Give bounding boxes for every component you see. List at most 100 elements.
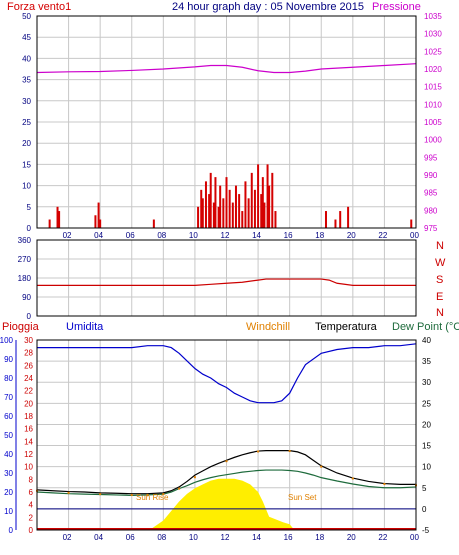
humidity-tick-label: 40 bbox=[4, 450, 13, 459]
humidity-tick-label: 20 bbox=[4, 488, 13, 497]
wind-speed-bar bbox=[99, 219, 102, 228]
humidity-tick-label: 100 bbox=[0, 336, 14, 345]
wind-speed-tick-label: 20 bbox=[22, 139, 31, 148]
temp-panel-x-tick-label: 16 bbox=[284, 533, 293, 542]
rain-tick-label: 28 bbox=[24, 349, 33, 358]
wind-speed-tick-label: 25 bbox=[22, 118, 31, 127]
temp-panel-x-tick-label: 08 bbox=[157, 533, 166, 542]
humidity-line bbox=[37, 343, 417, 404]
wind-speed-tick-label: 30 bbox=[22, 97, 31, 106]
wind-speed-tick-label: 15 bbox=[22, 160, 31, 169]
wind-panel-x-tick-label: 12 bbox=[221, 231, 230, 240]
temp-panel-x-tick-label: 14 bbox=[252, 533, 261, 542]
wind-speed-bar bbox=[334, 219, 337, 228]
windchill-point bbox=[193, 476, 196, 479]
wind-panel-x-tick-label: 20 bbox=[347, 231, 356, 240]
pressure-tick-label: 990 bbox=[424, 171, 438, 180]
humidity-tick-label: 0 bbox=[9, 526, 14, 535]
temperature-tick-label: 25 bbox=[422, 399, 431, 408]
wind-speed-bar bbox=[48, 219, 51, 228]
wind-speed-bar bbox=[324, 211, 327, 228]
bar-layer bbox=[48, 164, 413, 228]
temp-panel-x-tick-label: 22 bbox=[378, 533, 387, 542]
wind-dir-letter-4: N bbox=[436, 307, 444, 319]
sunrise-label: Sun Rise bbox=[136, 493, 169, 502]
grid-layer bbox=[37, 15, 417, 531]
wind-speed-bar bbox=[250, 172, 253, 228]
rain-tick-label: 20 bbox=[24, 399, 33, 408]
wind-speed-bar bbox=[197, 206, 200, 228]
direction-tick-label: 0 bbox=[27, 312, 32, 321]
windchill-point bbox=[288, 450, 291, 453]
wind-panel-x-tick-label: 04 bbox=[94, 231, 103, 240]
temperature-tick-label: 15 bbox=[422, 442, 431, 451]
rain-legend: Pioggia bbox=[2, 321, 40, 333]
wind-panel-x-tick-label: 16 bbox=[284, 231, 293, 240]
temperature-tick-label: -5 bbox=[422, 526, 430, 535]
pressure-tick-label: 1030 bbox=[424, 30, 442, 39]
rain-tick-label: 30 bbox=[24, 336, 33, 345]
windchill-point bbox=[178, 487, 181, 490]
pressure-line bbox=[36, 63, 417, 74]
temperature-tick-label: 40 bbox=[422, 336, 431, 345]
rain-tick-label: 24 bbox=[24, 374, 33, 383]
wind-speed-tick-label: 5 bbox=[27, 203, 32, 212]
temperature-line bbox=[36, 450, 416, 495]
wind-speed-bar bbox=[231, 202, 234, 228]
wind-dir-letter-0: N bbox=[436, 240, 444, 252]
solar-layer bbox=[37, 478, 416, 530]
wind-dir-letter-3: E bbox=[436, 291, 443, 303]
wind-speed-bar bbox=[204, 181, 207, 228]
temperature-legend: Temperatura bbox=[315, 321, 378, 333]
wind-speed-bar bbox=[214, 177, 217, 228]
wind-speed-bar bbox=[97, 202, 100, 228]
direction-tick-label: 180 bbox=[18, 274, 32, 283]
chart-title: 24 hour graph day : 05 Novembre 2015 bbox=[172, 1, 364, 13]
wind-speed-bar bbox=[208, 194, 211, 228]
wind-speed-bar bbox=[212, 202, 215, 228]
frame-layer bbox=[15, 15, 417, 531]
humidity-tick-label: 60 bbox=[4, 412, 13, 421]
rain-tick-label: 12 bbox=[24, 450, 33, 459]
humidity-tick-label: 30 bbox=[4, 469, 13, 478]
wind-speed-bar bbox=[217, 206, 220, 228]
wind-speed-bar bbox=[253, 189, 256, 228]
wind-speed-bar bbox=[225, 177, 228, 228]
humidity-legend: Umidita bbox=[66, 321, 104, 333]
pressure-tick-label: 1015 bbox=[424, 83, 442, 92]
pressure-legend: Pressione bbox=[372, 1, 421, 13]
rain-tick-label: 26 bbox=[24, 361, 33, 370]
wind-speed-bar bbox=[238, 194, 241, 228]
rain-tick-label: 18 bbox=[24, 412, 33, 421]
wind-dir-letter-2: S bbox=[436, 274, 443, 286]
sunset-label: Sun Set bbox=[288, 493, 317, 502]
wind-speed-bar bbox=[257, 164, 260, 228]
wind-panel-x-tick-label: 10 bbox=[189, 231, 198, 240]
wind-panel-x-tick-label: 18 bbox=[315, 231, 324, 240]
temp-panel-x-tick-label: 04 bbox=[94, 533, 103, 542]
temp-panel-x-tick-label: 00 bbox=[410, 533, 419, 542]
tick-layer: 0510152025303540455097598098599099510001… bbox=[0, 12, 442, 542]
wind-panel-x-tick-label: 00 bbox=[410, 231, 419, 240]
dewpoint-legend: Dew Point (°C bbox=[392, 321, 459, 333]
windchill-point bbox=[130, 493, 133, 496]
windchill-point bbox=[383, 482, 386, 485]
wind-speed-tick-label: 45 bbox=[22, 33, 31, 42]
wind-speed-bar bbox=[347, 206, 350, 228]
windchill-point bbox=[99, 493, 102, 496]
windchill-point bbox=[351, 477, 354, 480]
wind-speed-bar bbox=[152, 219, 155, 228]
wind-speed-tick-label: 10 bbox=[22, 182, 31, 191]
rain-tick-label: 6 bbox=[29, 488, 34, 497]
temp-panel-x-tick-label: 18 bbox=[315, 533, 324, 542]
wind-speed-bar bbox=[201, 198, 204, 228]
temperature-tick-label: 35 bbox=[422, 357, 431, 366]
wind-panel-x-tick-label: 14 bbox=[252, 231, 261, 240]
wind-speed-bar bbox=[228, 189, 231, 228]
humidity-tick-label: 90 bbox=[4, 355, 13, 364]
line-layer bbox=[36, 63, 417, 530]
pressure-tick-label: 995 bbox=[424, 153, 438, 162]
temp-panel-x-tick-label: 10 bbox=[189, 533, 198, 542]
temp-panel-x-tick-label: 06 bbox=[126, 533, 135, 542]
wind-speed-legend: Forza vento1 bbox=[7, 1, 71, 13]
